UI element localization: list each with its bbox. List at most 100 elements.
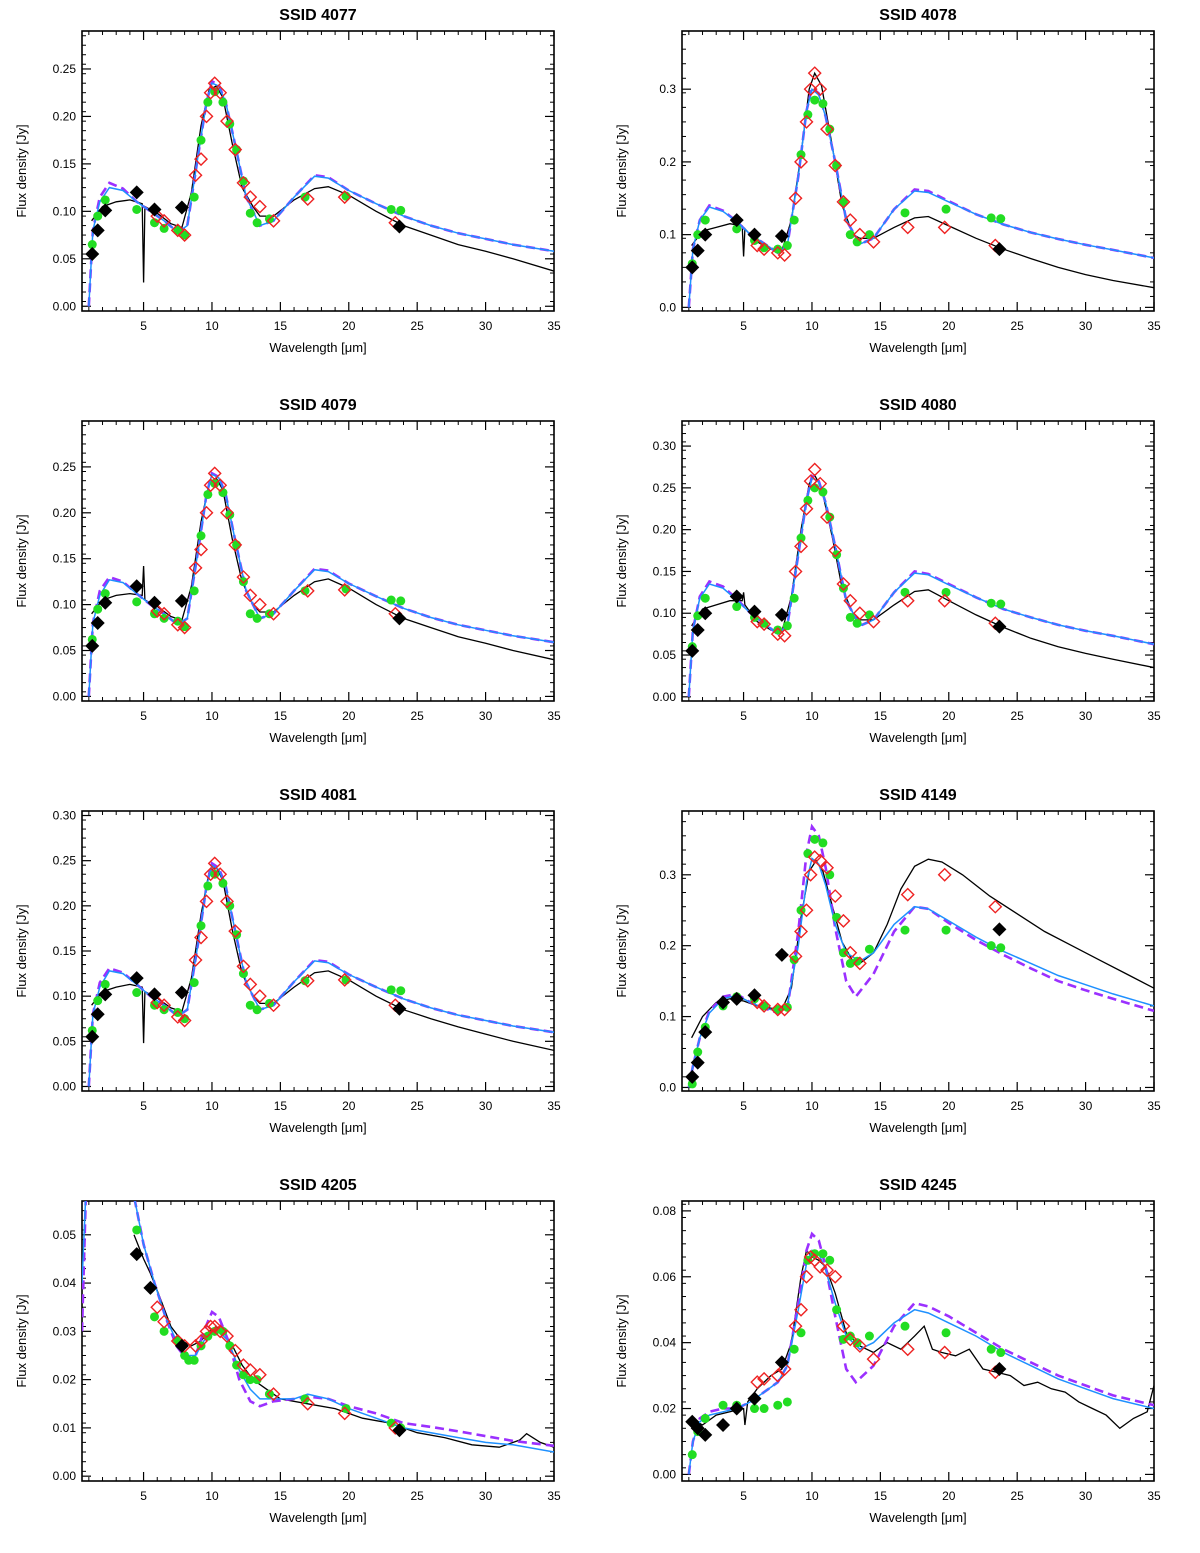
- x-tick-label: 20: [342, 319, 356, 333]
- black-diamond-point: [992, 922, 1007, 937]
- black-diamond-point: [90, 1007, 105, 1022]
- black-diamond-point: [729, 213, 744, 228]
- red-diamond-point: [807, 462, 822, 477]
- red-diamond-point: [207, 466, 222, 481]
- green-point: [300, 586, 310, 596]
- x-tick-label: 5: [140, 709, 147, 723]
- red-diamond-point: [807, 850, 822, 865]
- red-diamond-point: [150, 1300, 165, 1315]
- black-diamond-point: [129, 579, 144, 594]
- observed-spectrum-line: [691, 1248, 1154, 1430]
- x-axis-label: Wavelength [μm]: [269, 340, 366, 355]
- model-line: [88, 82, 554, 307]
- x-tick-label: 15: [274, 709, 288, 723]
- y-tick-label: 0.20: [53, 506, 77, 520]
- green-point: [782, 241, 792, 251]
- black-diamond-point: [147, 987, 162, 1002]
- red-diamond-point: [757, 242, 772, 257]
- green-point: [180, 230, 190, 240]
- green-point: [232, 540, 242, 550]
- red-diamond-point: [157, 1314, 172, 1329]
- green-point: [845, 612, 855, 622]
- green-point: [789, 1344, 799, 1354]
- red-diamond-point: [937, 593, 952, 608]
- red-diamond-point: [788, 949, 803, 964]
- red-diamond-point: [199, 109, 214, 124]
- green-point: [232, 145, 242, 155]
- red-diamond-point: [866, 1352, 881, 1367]
- red-diamond-point: [794, 1302, 809, 1317]
- red-diamond-point: [207, 856, 222, 871]
- green-point: [996, 214, 1006, 224]
- green-point: [264, 1389, 274, 1399]
- green-point: [218, 878, 228, 888]
- red-diamond-point: [194, 1334, 209, 1348]
- y-tick-label: 0.2: [659, 939, 676, 953]
- x-tick-label: 10: [205, 709, 219, 723]
- y-tick-label: 0.20: [653, 523, 677, 537]
- red-diamond-point: [243, 1362, 258, 1377]
- green-point: [100, 589, 110, 599]
- y-axis-label: Flux density [Jy]: [614, 1294, 629, 1387]
- red-diamond-point: [194, 152, 209, 167]
- black-diamond-point: [392, 1423, 407, 1438]
- red-diamond-point: [199, 505, 214, 520]
- red-diamond-point: [236, 959, 251, 974]
- green-point: [700, 593, 710, 603]
- red-diamond-point: [852, 956, 867, 971]
- green-point: [245, 1000, 255, 1010]
- black-diamond-point: [90, 615, 105, 630]
- y-tick-label: 0.06: [653, 1270, 677, 1284]
- red-diamond-point: [177, 1013, 192, 1028]
- black-diamond-point: [85, 1029, 100, 1044]
- red-diamond-point: [900, 593, 915, 608]
- black-diamond-point: [147, 202, 162, 217]
- green-point: [386, 1418, 396, 1428]
- y-tick-label: 0.05: [53, 644, 77, 658]
- green-point: [773, 625, 783, 635]
- red-diamond-point: [266, 213, 281, 228]
- red-diamond-point: [170, 223, 185, 238]
- red-diamond-point: [937, 867, 952, 882]
- red-diamond-point: [188, 560, 203, 575]
- model-dashed-line: [87, 79, 554, 307]
- x-tick-label: 20: [942, 709, 956, 723]
- red-diamond-point: [300, 192, 315, 206]
- plot-frame: [681, 1200, 1155, 1482]
- green-point: [196, 531, 206, 541]
- green-point: [986, 598, 996, 608]
- green-point: [203, 881, 213, 891]
- x-axis-label: Wavelength [μm]: [869, 1120, 966, 1135]
- black-diamond-point: [685, 643, 700, 658]
- y-axis-label: Flux density [Jy]: [614, 514, 629, 607]
- black-diamond-point: [774, 229, 789, 244]
- green-point: [173, 225, 183, 235]
- black-diamond-point: [90, 223, 105, 238]
- x-tick-label: 5: [740, 709, 747, 723]
- black-diamond-point: [698, 606, 713, 621]
- y-tick-label: 0.1: [659, 1010, 676, 1024]
- green-point: [789, 593, 799, 603]
- model-line: [688, 476, 1154, 697]
- red-diamond-point: [170, 617, 185, 632]
- green-point: [173, 1007, 183, 1017]
- x-tick-label: 30: [479, 1489, 493, 1503]
- plot-area: [685, 1231, 1154, 1475]
- green-point: [693, 230, 703, 240]
- x-tick-label: 25: [1011, 319, 1025, 333]
- chart-panel-7: SSID 4205 Wavelength [μm] Flux density [Jy…: [14, 1177, 561, 1525]
- x-tick-label: 25: [411, 1489, 425, 1503]
- green-point: [386, 204, 396, 214]
- red-diamond-point: [228, 1343, 243, 1358]
- green-point: [189, 192, 199, 202]
- red-diamond-point: [228, 924, 243, 939]
- black-diamond-point: [129, 971, 144, 986]
- green-point: [93, 996, 103, 1006]
- y-tick-label: 0.00: [53, 1079, 77, 1093]
- red-diamond-point: [843, 1332, 858, 1347]
- red-diamond-point: [828, 543, 843, 558]
- x-tick-label: 25: [411, 1099, 425, 1113]
- y-tick-label: 0.3: [659, 868, 676, 882]
- red-diamond-point: [188, 1338, 203, 1353]
- red-diamond-point: [157, 606, 172, 621]
